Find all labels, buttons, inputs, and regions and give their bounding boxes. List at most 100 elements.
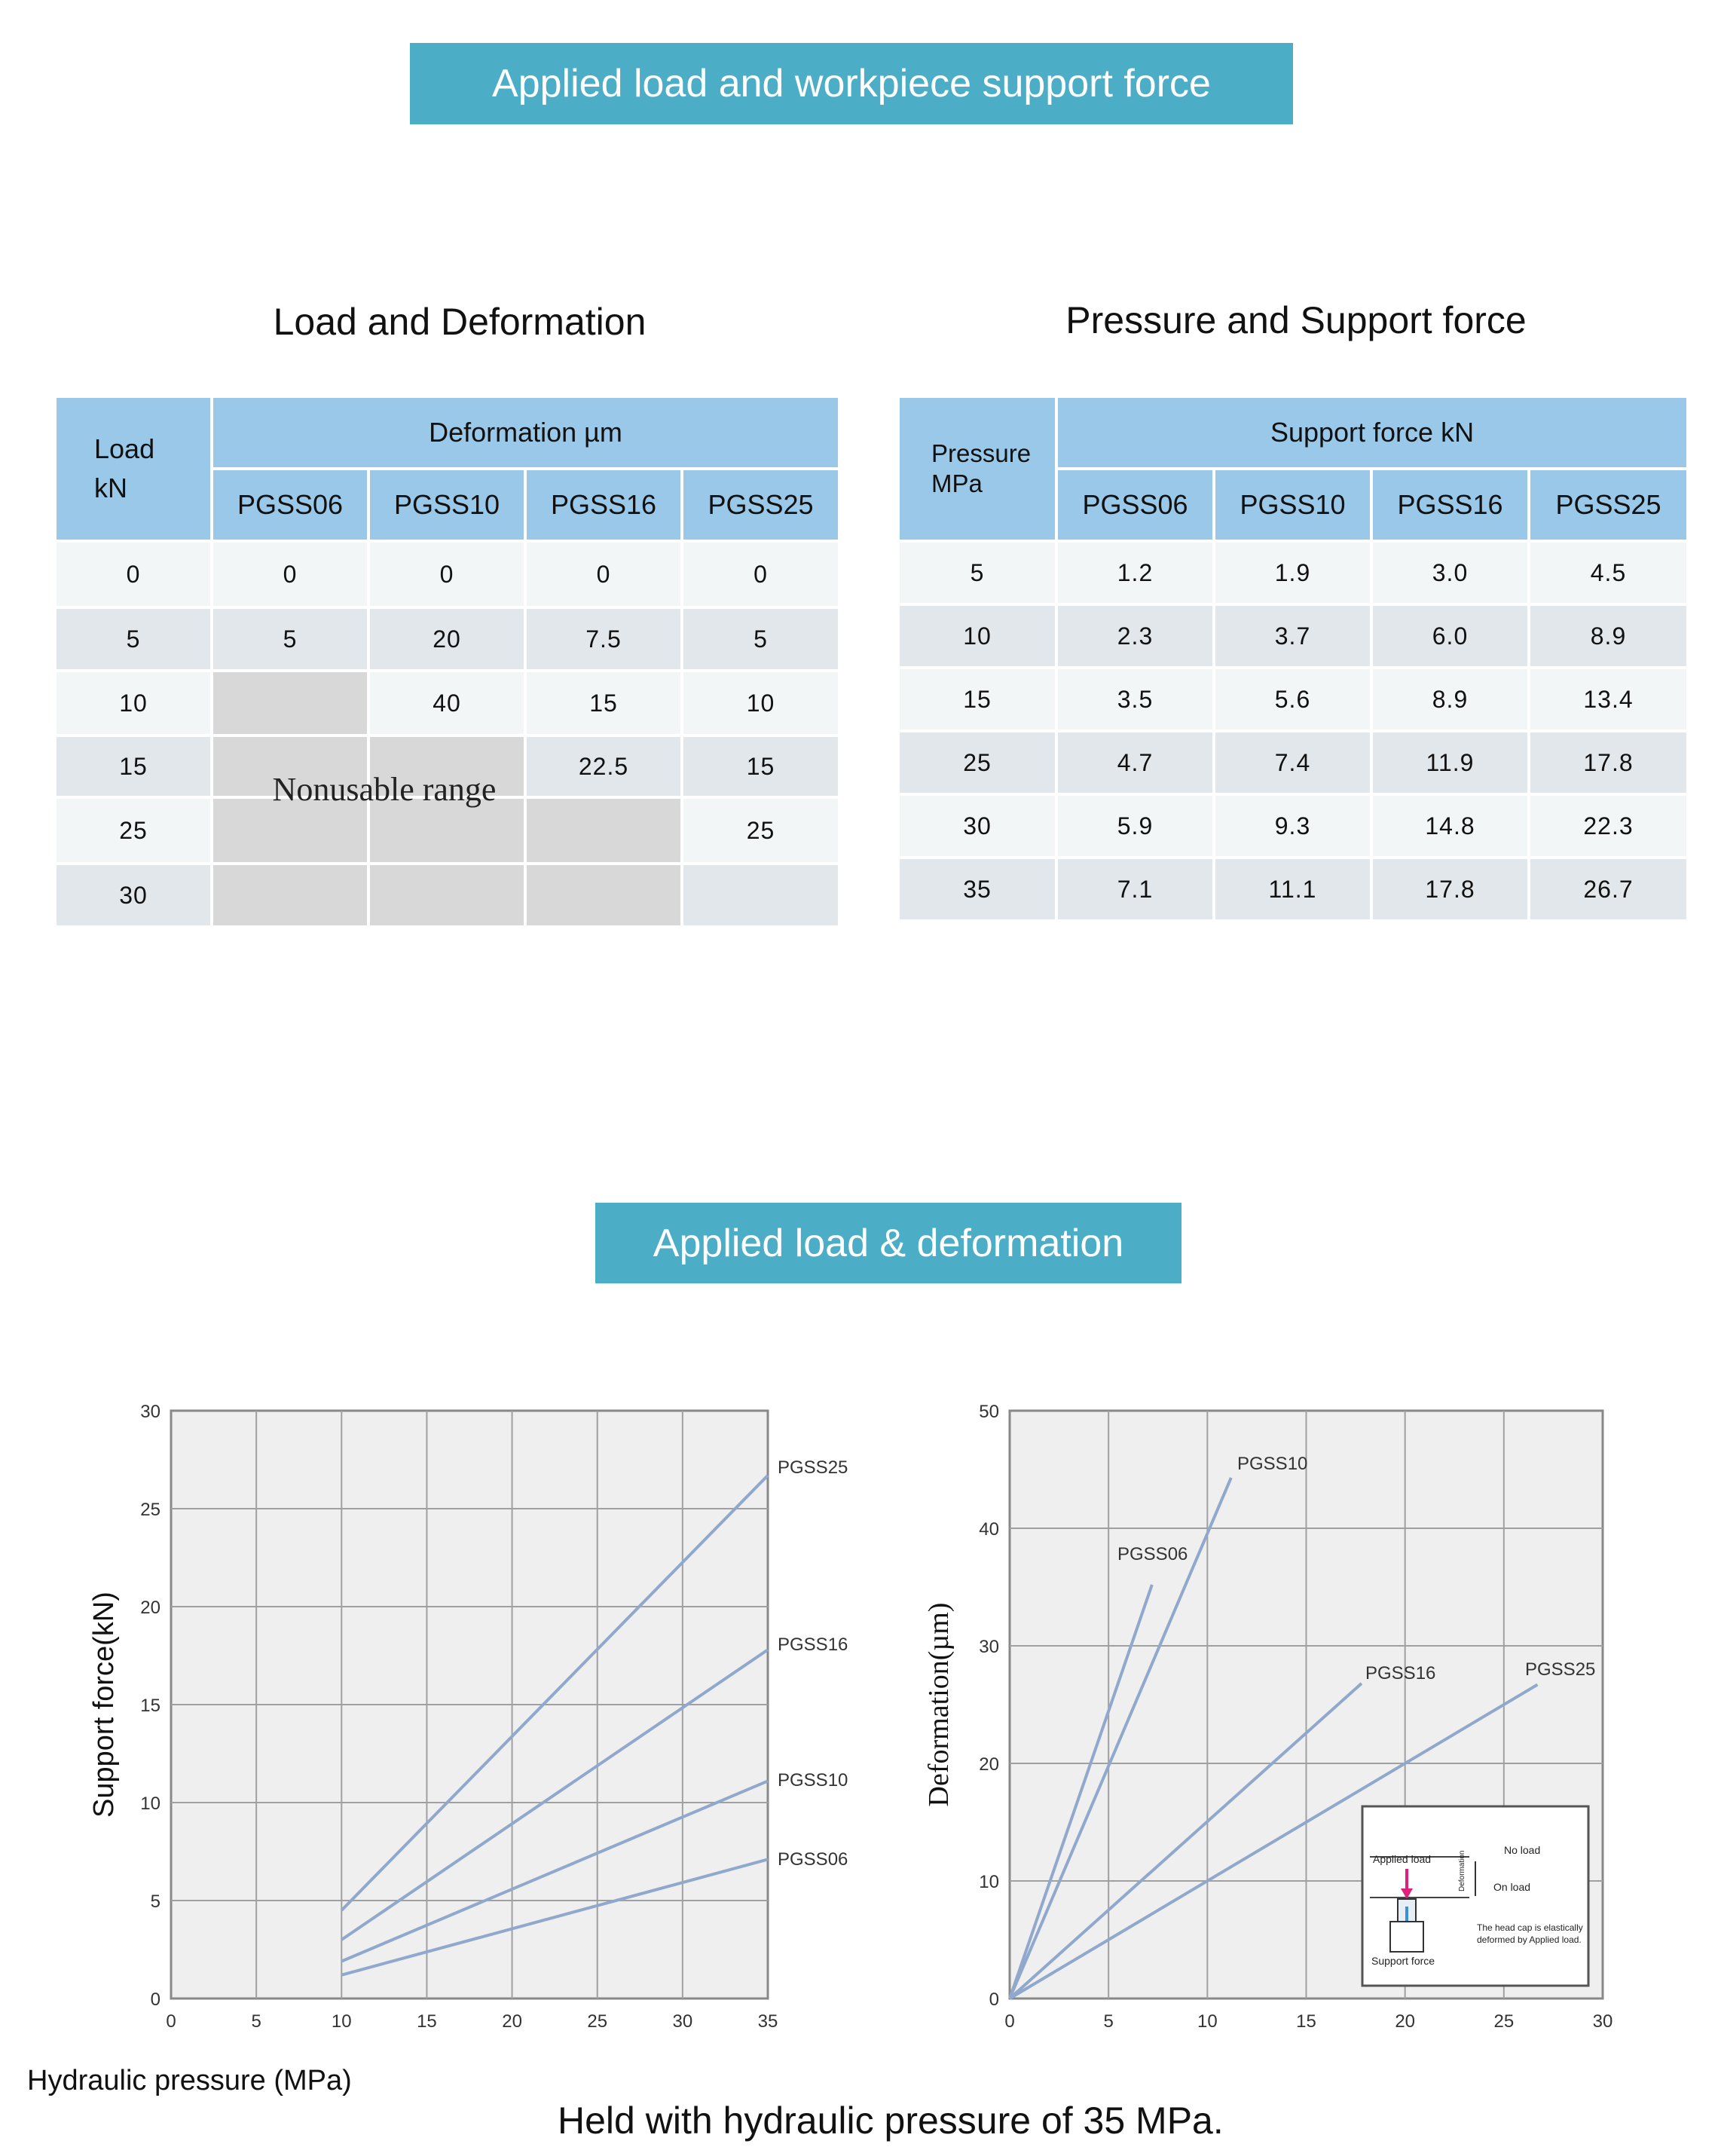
series-label-pgss16: PGSS16	[1365, 1663, 1435, 1684]
value-cell: 5.9	[1055, 793, 1215, 859]
pressure-table-title: Pressure and Support force	[1065, 299, 1527, 341]
value-cell: 0	[524, 540, 683, 609]
y-tick-label: 15	[140, 1696, 160, 1716]
load-row-header: Load kN	[53, 395, 213, 543]
value-cell: 20	[367, 606, 527, 672]
value-cell: 6.0	[1370, 603, 1530, 669]
value-cell: 0	[367, 540, 527, 609]
series-label-pgss06: PGSS06	[778, 1849, 848, 1870]
y-axis-label: Deformation(µm)	[923, 1603, 955, 1807]
table-row: 10 40 15 10	[53, 669, 842, 737]
load-cell: 15	[53, 734, 213, 799]
value-cell: 15	[680, 734, 842, 799]
x-tick-label: 5	[251, 2011, 261, 2032]
pressure-cell: 5	[897, 540, 1058, 606]
series-label-pgss25: PGSS25	[1525, 1659, 1595, 1680]
col-header-pgss16: PGSS16	[1370, 467, 1530, 543]
value-cell: 11.1	[1212, 856, 1373, 922]
caption-held-pressure: Held with hydraulic pressure of 35 MPa.	[558, 2099, 1224, 2142]
y-tick-label: 20	[140, 1598, 160, 1618]
pressure-cell: 25	[897, 729, 1058, 796]
nonusable-cell	[524, 862, 683, 928]
value-cell: 10	[680, 669, 842, 737]
value-cell: 22.3	[1527, 793, 1689, 859]
nonusable-cell	[367, 734, 527, 799]
nonusable-cell	[367, 862, 527, 928]
x-tick-label: 10	[332, 2011, 352, 2032]
x-tick-label: 0	[166, 2011, 176, 2032]
table-row: 25 25	[53, 796, 842, 865]
inset-on-load-label: On load	[1493, 1881, 1530, 1893]
x-tick-label: 25	[587, 2011, 607, 2032]
load-deformation-table: Load kN Deformation µm PGSS06 PGSS10 PGSS…	[53, 395, 842, 928]
nonusable-cell	[210, 796, 370, 865]
value-cell: 2.3	[1055, 603, 1215, 669]
support-body	[1389, 1921, 1424, 1953]
table-row: 35 7.1 11.1 17.8 26.7	[897, 856, 1689, 922]
nonusable-range-label: Nonusable range	[272, 771, 497, 808]
inset-note-line1: The head cap is elastically	[1477, 1922, 1583, 1933]
y-tick-label: 0	[989, 1989, 999, 2010]
col-header-pgss06: PGSS06	[1055, 467, 1215, 543]
value-cell: 5.6	[1212, 666, 1373, 732]
col-header-pgss25: PGSS25	[1527, 467, 1689, 543]
value-cell: 40	[367, 669, 527, 737]
series-line-pgss25	[1008, 1683, 1539, 2000]
table-row: 25 4.7 7.4 11.9 17.8	[897, 729, 1689, 796]
x-tick-label: 25	[1493, 2011, 1514, 2032]
deformation-chart: 0 5 10 15 20 25 30 0 10 20 30 40 50 Deformation(µm) PG…	[923, 1402, 1613, 2032]
col-header-pgss10: PGSS10	[1212, 467, 1373, 543]
col-header-pgss16: PGSS16	[524, 467, 683, 543]
table-row: 10 2.3 3.7 6.0 8.9	[897, 603, 1689, 669]
col-header-pgss06: PGSS06	[210, 467, 370, 543]
nonusable-cell	[210, 862, 370, 928]
value-cell: 25	[680, 796, 842, 865]
series-line-pgss16	[341, 1648, 769, 1941]
load-cell: 25	[53, 796, 213, 865]
col-header-pgss25: PGSS25	[680, 467, 842, 543]
x-tick-label: 30	[673, 2011, 693, 2032]
x-tick-label: 20	[502, 2011, 522, 2032]
y-tick-label: 20	[979, 1754, 999, 1775]
nonusable-cell	[367, 796, 527, 865]
pressure-support-table: Pressure MPa Support force kN PGSS06 PGSS…	[897, 395, 1689, 922]
banner-applied-load-deformation: Applied load & deformation	[595, 1203, 1181, 1283]
table-row: 30 5.9 9.3 14.8 22.3	[897, 793, 1689, 859]
x-tick-label: 15	[417, 2011, 437, 2032]
pressure-cell: 30	[897, 793, 1058, 859]
value-cell: 9.3	[1212, 793, 1373, 859]
value-cell: 7.1	[1055, 856, 1215, 922]
value-cell: 1.2	[1055, 540, 1215, 606]
nonusable-cell	[210, 669, 370, 737]
x-tick-label: 30	[1593, 2011, 1613, 2032]
series-line-pgss10	[341, 1779, 769, 1963]
pressure-cell: 35	[897, 856, 1058, 922]
series-label-pgss10: PGSS10	[778, 1770, 848, 1791]
series-line-pgss10	[1008, 1477, 1233, 1999]
x-tick-label: 15	[1296, 2011, 1316, 2032]
y-tick-label: 30	[979, 1637, 999, 1657]
load-table-title: Load and Deformation	[273, 301, 647, 343]
value-cell: 8.9	[1370, 666, 1530, 732]
series-line-pgss06	[341, 1858, 769, 1977]
x-tick-label: 10	[1197, 2011, 1218, 2032]
load-cell: 0	[53, 540, 213, 609]
col-header-pgss10: PGSS10	[367, 467, 527, 543]
pressure-cell: 10	[897, 603, 1058, 669]
series-line-pgss25	[340, 1474, 769, 1912]
value-cell: 0	[680, 540, 842, 609]
x-axis-label-hydraulic-pressure: Hydraulic pressure (MPa)	[27, 2065, 352, 2096]
x-tick-label: 35	[758, 2011, 778, 2032]
value-cell: 4.5	[1527, 540, 1689, 606]
series-line-pgss16	[1008, 1682, 1363, 2000]
pressure-cell: 15	[897, 666, 1058, 732]
series-label-pgss25: PGSS25	[778, 1457, 848, 1478]
y-tick-label: 10	[979, 1872, 999, 1892]
value-cell: 3.0	[1370, 540, 1530, 606]
inset-note-line2: deformed by Applied load.	[1477, 1934, 1582, 1945]
y-tick-label: 30	[140, 1402, 160, 1422]
pressure-row-header: Pressure MPa	[897, 395, 1058, 543]
value-cell: 3.7	[1212, 603, 1373, 669]
series-label-pgss16: PGSS16	[778, 1635, 848, 1655]
y-tick-label: 40	[979, 1519, 999, 1540]
